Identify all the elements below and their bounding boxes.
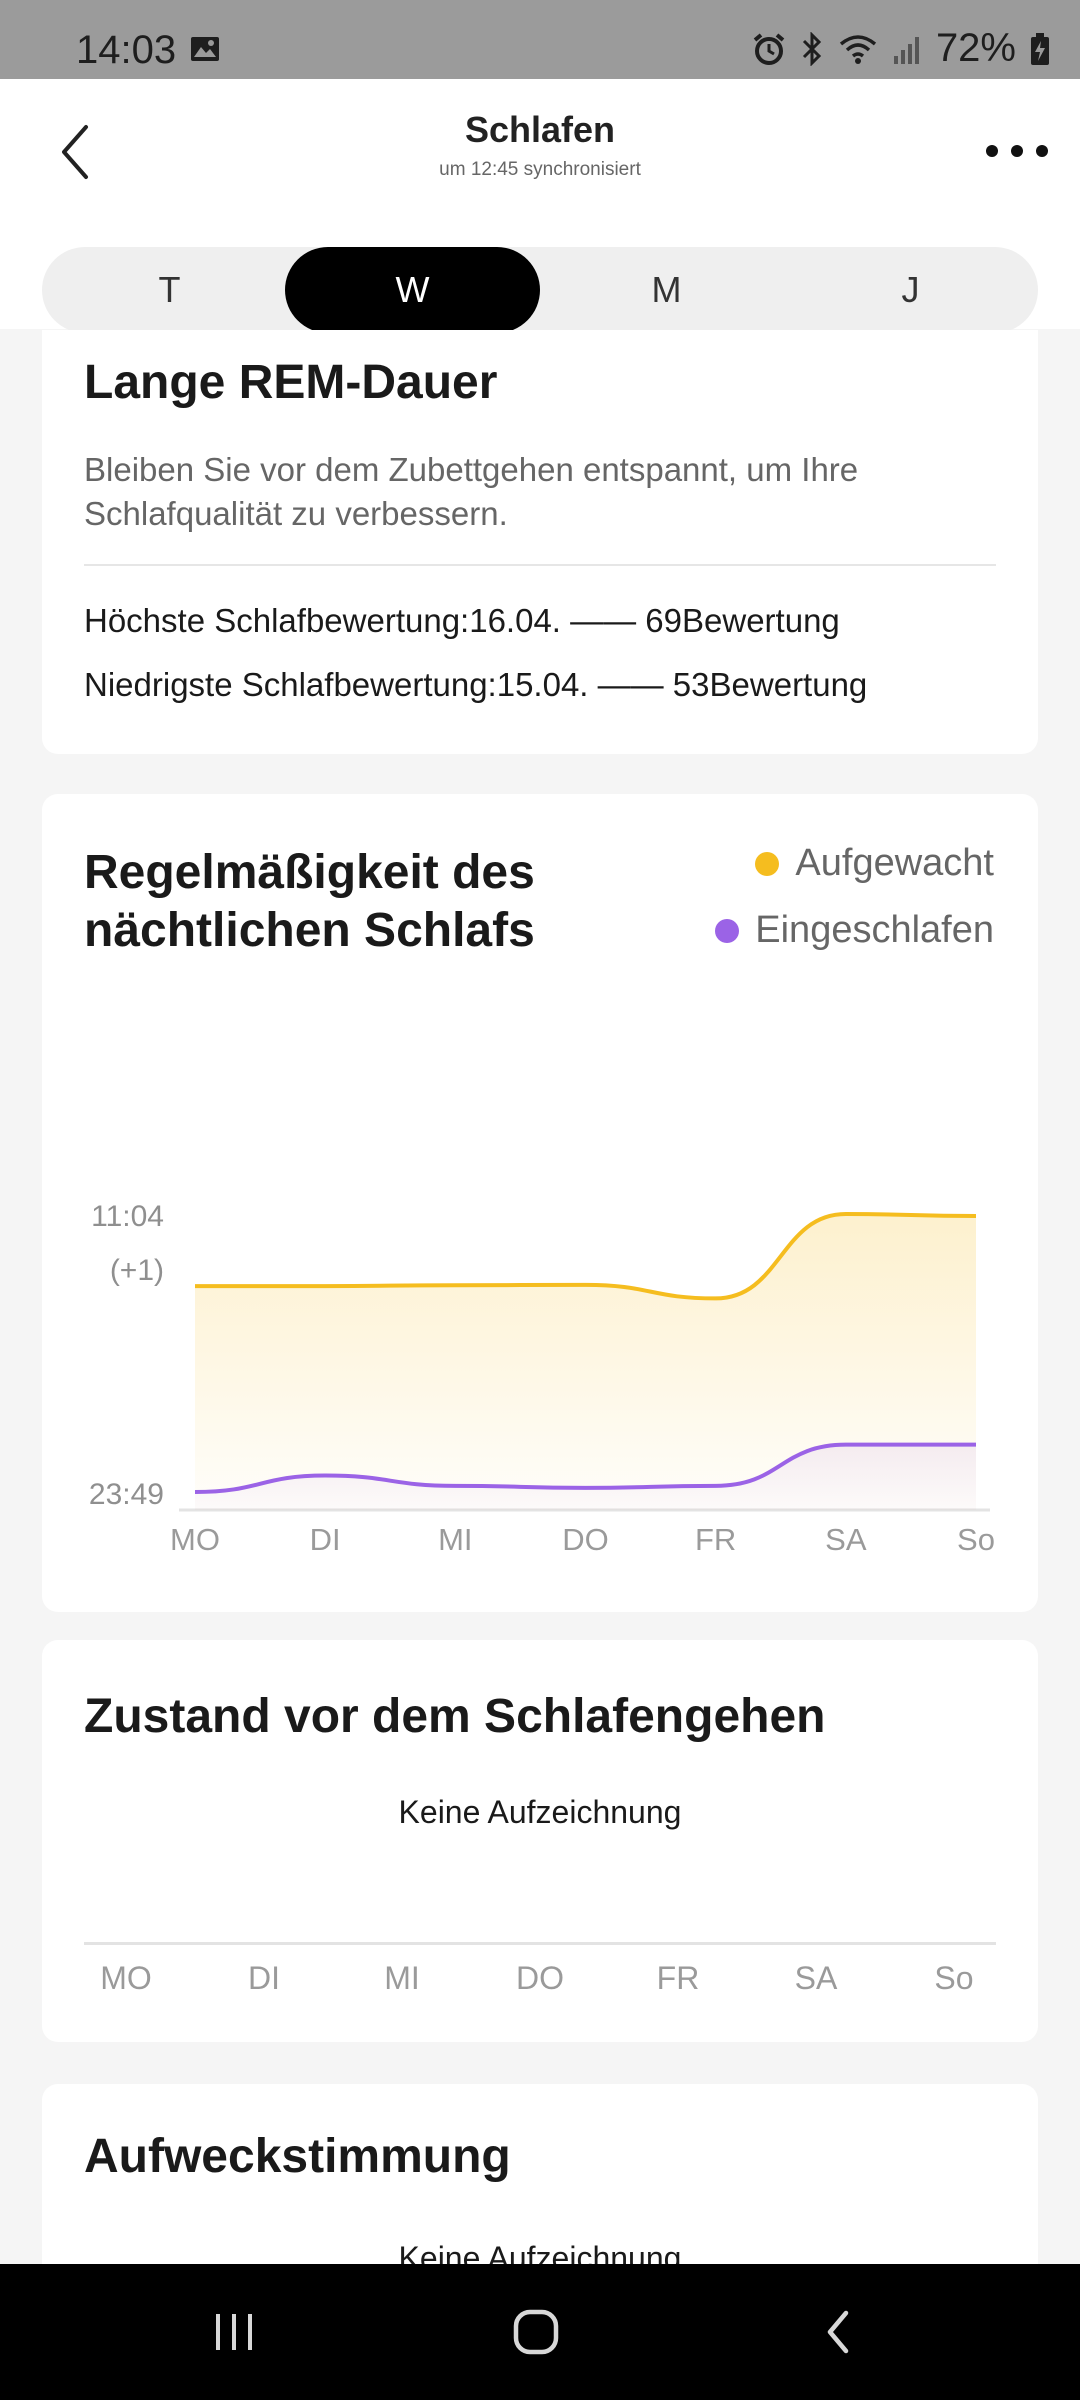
lowest-score: Niedrigste Schlafbewertung:15.04. —— 53B… [84,666,868,703]
legend-wake-label: Aufgewacht [795,842,994,884]
tab-week[interactable]: W [285,247,540,333]
period-selector: T W M J [42,247,1038,333]
pre-sleep-state-card: Zustand vor dem Schlafengehen Keine Aufz… [42,1640,1038,2042]
day-label: MO [100,1960,152,1996]
x-tick-label: DO [562,1522,609,1557]
battery-percentage: 72% [935,26,1016,70]
tab-day[interactable]: T [158,269,181,310]
day-label: DI [248,1960,280,1996]
status-icons: 72% [752,26,1050,71]
navigation-bar [0,2264,1080,2400]
alarm-icon [753,32,785,65]
day-label: DO [516,1960,564,1996]
day-label: SA [794,1960,838,1996]
gallery-icon [191,37,219,61]
legend-sleep-label: Eingeschlafen [755,909,994,951]
home-icon [513,2309,559,2355]
divider [84,564,996,566]
more-icon[interactable] [982,133,1052,169]
back-icon [827,2310,849,2354]
x-tick-label: MO [170,1522,220,1557]
wifi-icon [839,34,877,64]
tab-year[interactable]: J [901,269,920,310]
x-tick-label: FR [695,1522,736,1557]
y-tick-label: (+1) [110,1254,164,1287]
no-record-text: Keine Aufzeichnung [398,1794,682,1830]
system-back-button[interactable] [758,2264,918,2400]
x-tick-label: DI [310,1522,341,1557]
series-area-0 [195,1214,976,1510]
x-tick-label: MI [438,1522,472,1557]
x-tick-label: SA [825,1522,867,1557]
y-tick-label: 23:49 [89,1478,164,1511]
series-line-0 [195,1211,977,1301]
pre-sleep-state-title: Zustand vor dem Schlafengehen [84,1690,826,1743]
rem-card-title: Lange REM-Dauer [84,356,498,409]
status-time: 14:03 [76,28,177,72]
rem-card-description: Bleiben Sie vor dem Zubettgehen entspann… [84,451,859,532]
x-axis-line [84,1942,996,1945]
recent-apps-icon [216,2314,252,2350]
highest-score: Höchste Schlafbewertung:16.04. —— 69Bewe… [84,602,840,639]
rem-duration-card: Lange REM-Dauer Bleiben Sie vor dem Zube… [42,330,1038,754]
day-label: MI [384,1960,420,1996]
tab-month[interactable]: M [651,269,682,310]
y-tick-label: 11:04 [91,1200,164,1233]
back-icon[interactable] [50,117,100,187]
day-label: FR [656,1960,700,1996]
legend-sleep: Eingeschlafen [715,909,994,952]
home-button[interactable] [456,2264,616,2400]
regularity-card: Regelmäßigkeit des nächtlichen Schlafs A… [42,794,1038,1612]
sync-status: um 12:45 synchronisiert [439,159,641,180]
legend-sleep-dot [715,918,740,943]
regularity-card-title: Regelmäßigkeit des nächtlichen Schlafs [84,846,535,957]
legend-wake-dot [755,851,780,876]
day-label: So [934,1960,974,1996]
x-tick-label: So [957,1522,995,1557]
legend-wake: Aufgewacht [755,842,994,885]
status-bar: 14:03 [0,0,1080,79]
signal-icon [893,36,919,64]
series-area-1 [195,1444,976,1510]
bluetooth-icon [802,31,822,66]
recent-apps-button[interactable] [154,2264,314,2400]
page-title: Schlafen [464,109,616,150]
wake-mood-title: Aufweckstimmung [84,2130,511,2183]
series-line-1 [194,1442,976,1494]
battery-charging-icon [1031,32,1049,65]
